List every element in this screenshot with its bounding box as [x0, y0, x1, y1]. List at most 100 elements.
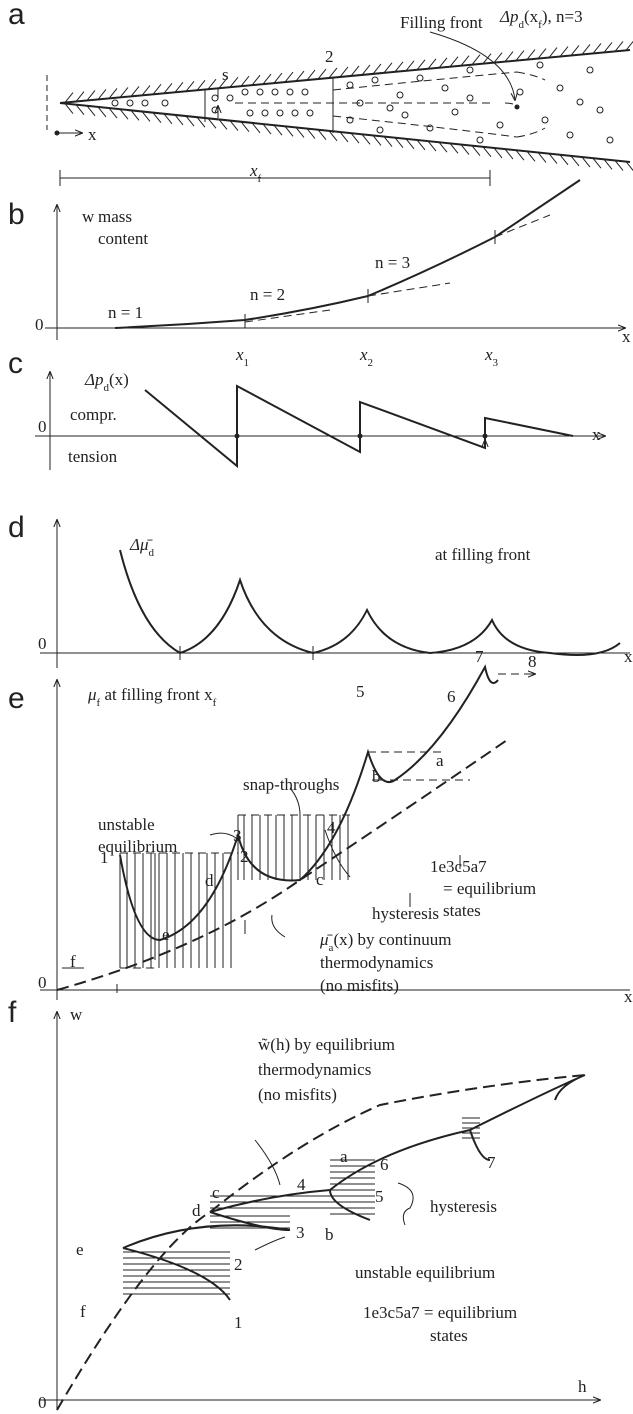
- label: x: [624, 647, 633, 666]
- hatch: [416, 139, 426, 151]
- hatch: [317, 68, 327, 80]
- label: 3: [296, 1223, 305, 1242]
- label: x3: [484, 345, 499, 369]
- label-part: x: [359, 345, 368, 364]
- label: 1e3c5a7 = equilibrium: [363, 1303, 517, 1322]
- hatch: [328, 130, 338, 142]
- particle: [356, 99, 364, 107]
- hatch: [339, 66, 349, 78]
- label: mass: [98, 207, 132, 226]
- hatch: [548, 47, 558, 58]
- subscript: f: [97, 697, 101, 709]
- label: 2: [240, 847, 249, 866]
- hatch: [174, 81, 184, 93]
- hatch: [295, 127, 305, 138]
- particle: [211, 106, 219, 114]
- hatch: [207, 78, 217, 90]
- particle: [466, 66, 474, 74]
- panel-a: [46, 31, 633, 186]
- label: snap-throughs: [243, 775, 339, 794]
- hatch: [86, 90, 96, 101]
- particle: [451, 108, 459, 116]
- label: states: [443, 901, 481, 920]
- hatch: [130, 86, 140, 97]
- hatch: [614, 160, 624, 171]
- hatch: [328, 67, 338, 79]
- label: Δμ̄d: [129, 535, 155, 559]
- particle: [466, 94, 474, 102]
- hatch: [284, 125, 294, 137]
- hatch: [372, 135, 382, 146]
- particle: [346, 116, 354, 124]
- hatch: [383, 136, 393, 147]
- hatch: [196, 116, 206, 128]
- label: (no misfits): [320, 976, 399, 995]
- hatch: [482, 146, 492, 158]
- hatch: [438, 57, 448, 69]
- label: 0: [38, 417, 47, 436]
- label-part: ), n=3: [542, 7, 583, 26]
- particle: [396, 91, 404, 99]
- subscript: d: [103, 382, 109, 394]
- hatch: [614, 41, 624, 52]
- label-part: (x): [109, 370, 129, 389]
- hatch: [273, 124, 283, 136]
- hatch: [218, 77, 228, 89]
- label: b: [372, 767, 381, 786]
- label: 3: [233, 826, 242, 845]
- hatch: [361, 133, 371, 145]
- particle: [496, 121, 504, 129]
- hatch: [174, 114, 184, 126]
- subscript: d: [149, 547, 155, 559]
- particle: [576, 98, 584, 106]
- label-part: (x) by continuum: [333, 930, 451, 949]
- hatch: [207, 118, 217, 129]
- particle: [566, 131, 574, 139]
- label: 7: [487, 1153, 496, 1172]
- label: Filling front: [400, 13, 483, 32]
- label: equilibrium: [98, 837, 177, 856]
- label: 2: [325, 47, 334, 66]
- hatch: [273, 72, 283, 84]
- hatch: [64, 92, 74, 103]
- hatch: [504, 148, 514, 160]
- particle: [416, 74, 424, 82]
- particle: [161, 99, 169, 107]
- label: w̃(h) by equilibrium: [258, 1035, 395, 1054]
- particle: [426, 124, 434, 132]
- hatch: [548, 153, 558, 164]
- hatch: [372, 63, 382, 75]
- label: x: [624, 987, 633, 1006]
- label: b: [325, 1225, 334, 1244]
- hatch: [130, 110, 140, 121]
- hatch: [119, 87, 129, 98]
- hatch: [251, 122, 261, 134]
- subscript: f: [258, 173, 262, 185]
- hatch: [570, 155, 580, 167]
- subscript: 2: [368, 357, 374, 369]
- hatch: [163, 113, 173, 125]
- label: compr.: [70, 405, 117, 424]
- hatch: [427, 140, 437, 152]
- label: thermodynamics: [258, 1060, 371, 1079]
- hatch: [119, 108, 129, 120]
- label: 8: [528, 652, 537, 671]
- hatch: [251, 74, 261, 86]
- hatch: [185, 80, 195, 92]
- hatch: [394, 61, 404, 73]
- hatch: [152, 112, 162, 123]
- label: 5: [356, 682, 365, 701]
- label: c: [316, 870, 324, 889]
- particle: [541, 116, 549, 124]
- label: Δpd(xf), n=3: [499, 7, 583, 31]
- hatch: [97, 106, 107, 118]
- particle: [246, 109, 254, 117]
- panel-letter: d: [8, 511, 25, 544]
- hatch: [625, 161, 633, 172]
- hatch: [64, 103, 74, 114]
- hatch: [284, 71, 294, 83]
- hatch: [97, 89, 107, 100]
- hatch: [86, 105, 96, 117]
- subscript: 1: [244, 357, 250, 369]
- hatch: [460, 144, 470, 155]
